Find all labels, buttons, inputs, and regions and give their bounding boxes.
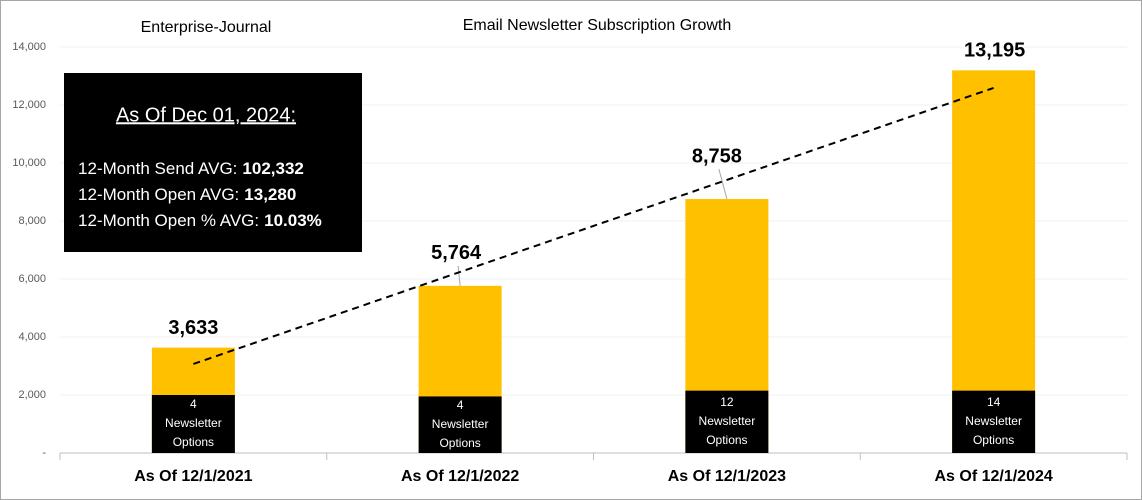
y-tick-label: 8,000 — [18, 215, 46, 227]
data-label: 13,195 — [964, 40, 1025, 62]
inner-bar-label: 4 — [190, 397, 197, 411]
x-tick-label: As Of 12/1/2021 — [134, 468, 252, 485]
annotation-value: 102,332 — [242, 159, 303, 178]
annotation-label: 12-Month Open AVG: — [78, 185, 239, 204]
x-tick-label: As Of 12/1/2023 — [668, 468, 786, 485]
x-tick-label: As Of 12/1/2024 — [934, 468, 1052, 485]
data-label: 5,764 — [431, 242, 482, 264]
inner-bar-label: Options — [973, 433, 1014, 447]
annotation-box: As Of Dec 01, 2024: 12-Month Send AVG: 102… — [64, 73, 362, 252]
inner-bar — [952, 390, 1036, 453]
inner-bar-label: 14 — [987, 395, 1001, 409]
inner-bar-label: Newsletter — [699, 414, 756, 428]
inner-bar-label: Options — [706, 433, 747, 447]
trendline — [193, 86, 994, 365]
annotation-label: 12-Month Open % AVG: — [78, 211, 259, 230]
chart-title: Email Newsletter Subscription Growth — [463, 17, 732, 34]
chart-subtitle: Enterprise-Journal — [141, 19, 272, 36]
inner-bar-label: 12 — [720, 395, 734, 409]
annotation-line: 12-Month Open % AVG: 10.03% — [78, 211, 322, 230]
y-tick-label: 4,000 — [18, 331, 46, 343]
annotation-line: 12-Month Send AVG: 102,332 — [78, 159, 304, 178]
leader-line — [457, 265, 461, 286]
inner-bar-label: 4 — [457, 398, 464, 412]
y-tick-label: - — [42, 447, 46, 459]
inner-bar-label: Newsletter — [165, 416, 222, 430]
inner-bar-label: Newsletter — [432, 417, 489, 431]
annotation-heading: As Of Dec 01, 2024: — [116, 104, 296, 126]
annotation-value: 13,280 — [244, 185, 296, 204]
annotation-label: 12-Month Send AVG: — [78, 159, 237, 178]
annotation-background — [64, 73, 362, 252]
y-tick-label: 2,000 — [18, 389, 46, 401]
x-tick-label: As Of 12/1/2022 — [401, 468, 519, 485]
leader-line — [718, 168, 728, 200]
inner-bar-label: Newsletter — [965, 414, 1022, 428]
data-label: 8,758 — [692, 145, 742, 167]
bar — [952, 70, 1036, 453]
inner-bar — [418, 396, 502, 453]
annotation-value: 10.03% — [264, 211, 322, 230]
inner-bar — [151, 395, 235, 453]
inner-bar-label: Options — [439, 436, 480, 450]
annotation-line: 12-Month Open AVG: 13,280 — [78, 185, 296, 204]
y-tick-label: 6,000 — [18, 273, 46, 285]
y-tick-label: 14,000 — [12, 41, 46, 53]
data-label: 3,633 — [168, 317, 218, 339]
inner-bar-label: Options — [173, 435, 214, 449]
inner-bar — [685, 390, 769, 453]
y-tick-label: 10,000 — [12, 157, 46, 169]
y-tick-label: 12,000 — [12, 99, 46, 111]
